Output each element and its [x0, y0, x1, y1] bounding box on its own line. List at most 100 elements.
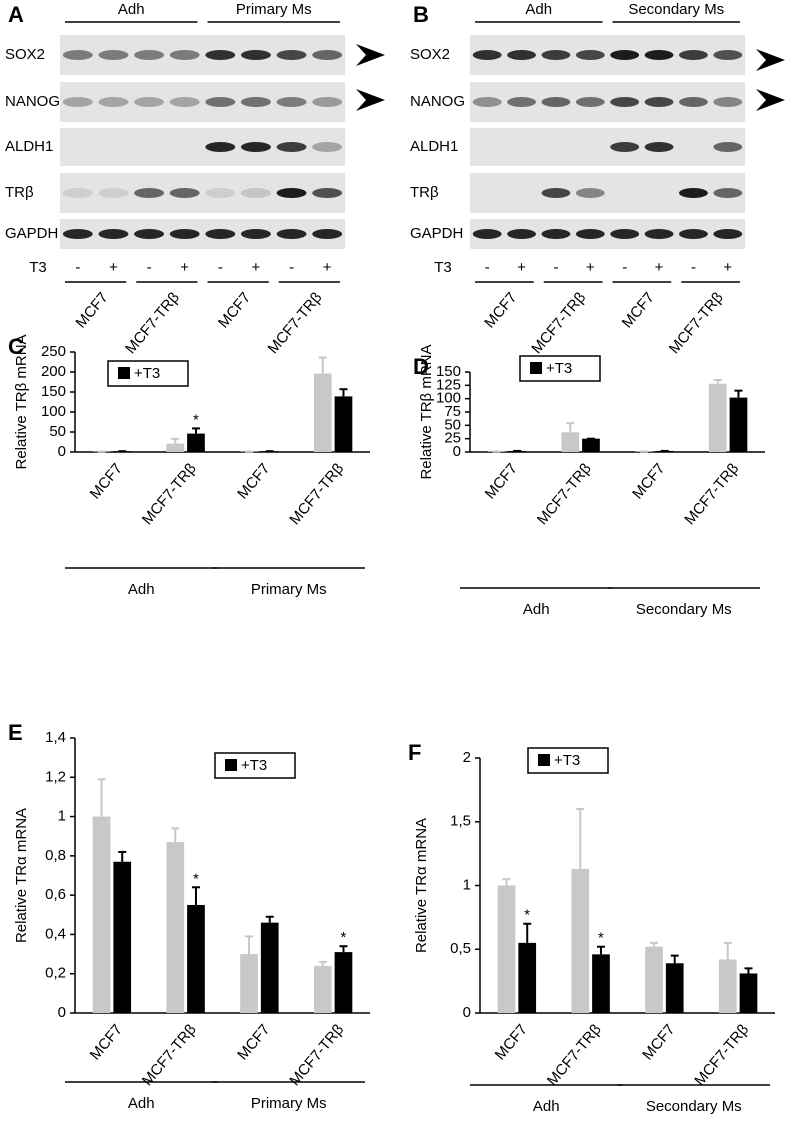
blot-band	[575, 50, 605, 60]
y-tick-label: 250	[41, 343, 66, 360]
panel-letter: E	[8, 720, 23, 745]
legend-label: +T3	[554, 752, 580, 769]
blot-band	[713, 229, 743, 239]
blot-band	[541, 50, 571, 60]
blot-band	[713, 188, 743, 198]
group-label: Adh	[128, 1095, 155, 1112]
legend-label: +T3	[134, 365, 160, 382]
blot-band	[98, 229, 129, 239]
bar	[561, 432, 580, 452]
group-label: Adh	[525, 1, 552, 18]
bar	[718, 959, 737, 1013]
bar	[313, 373, 332, 452]
blot-band	[240, 229, 271, 239]
blot-band	[205, 188, 236, 198]
cell-line-label: MCF7	[72, 289, 111, 331]
blot-band	[276, 188, 307, 198]
treatment-sign: -	[485, 259, 490, 276]
cell-line-label: MCF7-TRβ	[528, 289, 589, 357]
blot-band	[169, 229, 200, 239]
blot-band	[472, 50, 502, 60]
treatment-sign: -	[553, 259, 558, 276]
x-tick-label: MCF7-TRβ	[286, 1021, 347, 1089]
treatment-sign: -	[218, 259, 223, 276]
blot-band	[713, 97, 743, 107]
legend-swatch	[118, 367, 130, 379]
blot-band	[169, 50, 200, 60]
treatment-sign: -	[147, 259, 152, 276]
blot-band	[62, 50, 93, 60]
bar	[187, 433, 205, 452]
treatment-sign: -	[75, 259, 80, 276]
y-axis-label: Relative TRα mRNA	[413, 818, 430, 953]
blot-band	[276, 229, 307, 239]
x-tick-label: MCF7-TRβ	[544, 1021, 605, 1089]
group-label: Primary Ms	[251, 1095, 327, 1112]
cell-line-label: MCF7-TRβ	[265, 289, 326, 357]
y-axis-label: Relative TRβ mRNA	[13, 334, 30, 469]
y-tick-label: 75	[444, 403, 461, 420]
bar	[187, 904, 205, 1013]
significance-mark: *	[524, 907, 530, 924]
group-label: Secondary Ms	[628, 1, 724, 18]
blot-band	[610, 229, 640, 239]
y-tick-label: 1	[58, 808, 66, 825]
arrowhead	[756, 49, 785, 71]
bar	[497, 885, 516, 1013]
row-label: GAPDH	[410, 225, 463, 242]
y-tick-label: 150	[436, 363, 461, 380]
y-tick-label: 0	[58, 443, 66, 460]
bar	[665, 963, 684, 1013]
treatment-label: T3	[29, 259, 47, 276]
treatment-label: T3	[434, 259, 452, 276]
legend-swatch	[538, 754, 550, 766]
treatment-sign: +	[586, 259, 595, 276]
treatment-sign: +	[323, 259, 332, 276]
blot-band	[169, 97, 200, 107]
bar	[260, 922, 279, 1013]
panel-letter: C	[8, 334, 24, 359]
y-tick-label: 25	[444, 430, 461, 447]
blot-band	[575, 188, 605, 198]
blot-band	[575, 229, 605, 239]
blot-band	[98, 188, 129, 198]
y-tick-label: 150	[41, 383, 66, 400]
y-tick-label: 0	[58, 1004, 66, 1021]
row-label: ALDH1	[410, 138, 458, 155]
group-label: Adh	[523, 601, 550, 618]
y-tick-label: 1,5	[450, 813, 471, 830]
x-tick-label: MCF7-TRβ	[534, 460, 595, 528]
y-tick-label: 1,2	[45, 768, 66, 785]
bar	[334, 396, 353, 452]
arrowhead	[356, 89, 385, 111]
blot-band	[240, 188, 271, 198]
y-tick-label: 1	[463, 876, 471, 893]
row-label: SOX2	[5, 46, 45, 63]
bar	[582, 438, 600, 452]
row-label: TRβ	[410, 184, 439, 201]
arrowhead	[756, 89, 785, 111]
blot-band	[62, 229, 93, 239]
row-label: NANOG	[5, 93, 60, 110]
legend-swatch	[530, 362, 542, 374]
bar	[313, 965, 332, 1013]
cell-line-label: MCF7	[481, 289, 520, 331]
group-label: Adh	[128, 581, 155, 598]
treatment-sign: -	[289, 259, 294, 276]
legend-swatch	[225, 759, 237, 771]
x-tick-label: MCF7-TRβ	[681, 460, 742, 528]
blot-band	[679, 97, 708, 107]
y-tick-label: 0,8	[45, 847, 66, 864]
blot-band	[541, 229, 571, 239]
blot-band	[134, 50, 165, 60]
y-tick-label: 0,5	[450, 940, 471, 957]
treatment-sign: +	[180, 259, 189, 276]
y-tick-label: 0,4	[45, 925, 66, 942]
blot-band	[679, 50, 708, 60]
x-tick-label: MCF7-TRβ	[139, 460, 200, 528]
blot-band	[507, 229, 536, 239]
blot-band	[62, 97, 93, 107]
blot-band	[205, 142, 236, 152]
significance-mark: *	[341, 929, 347, 946]
